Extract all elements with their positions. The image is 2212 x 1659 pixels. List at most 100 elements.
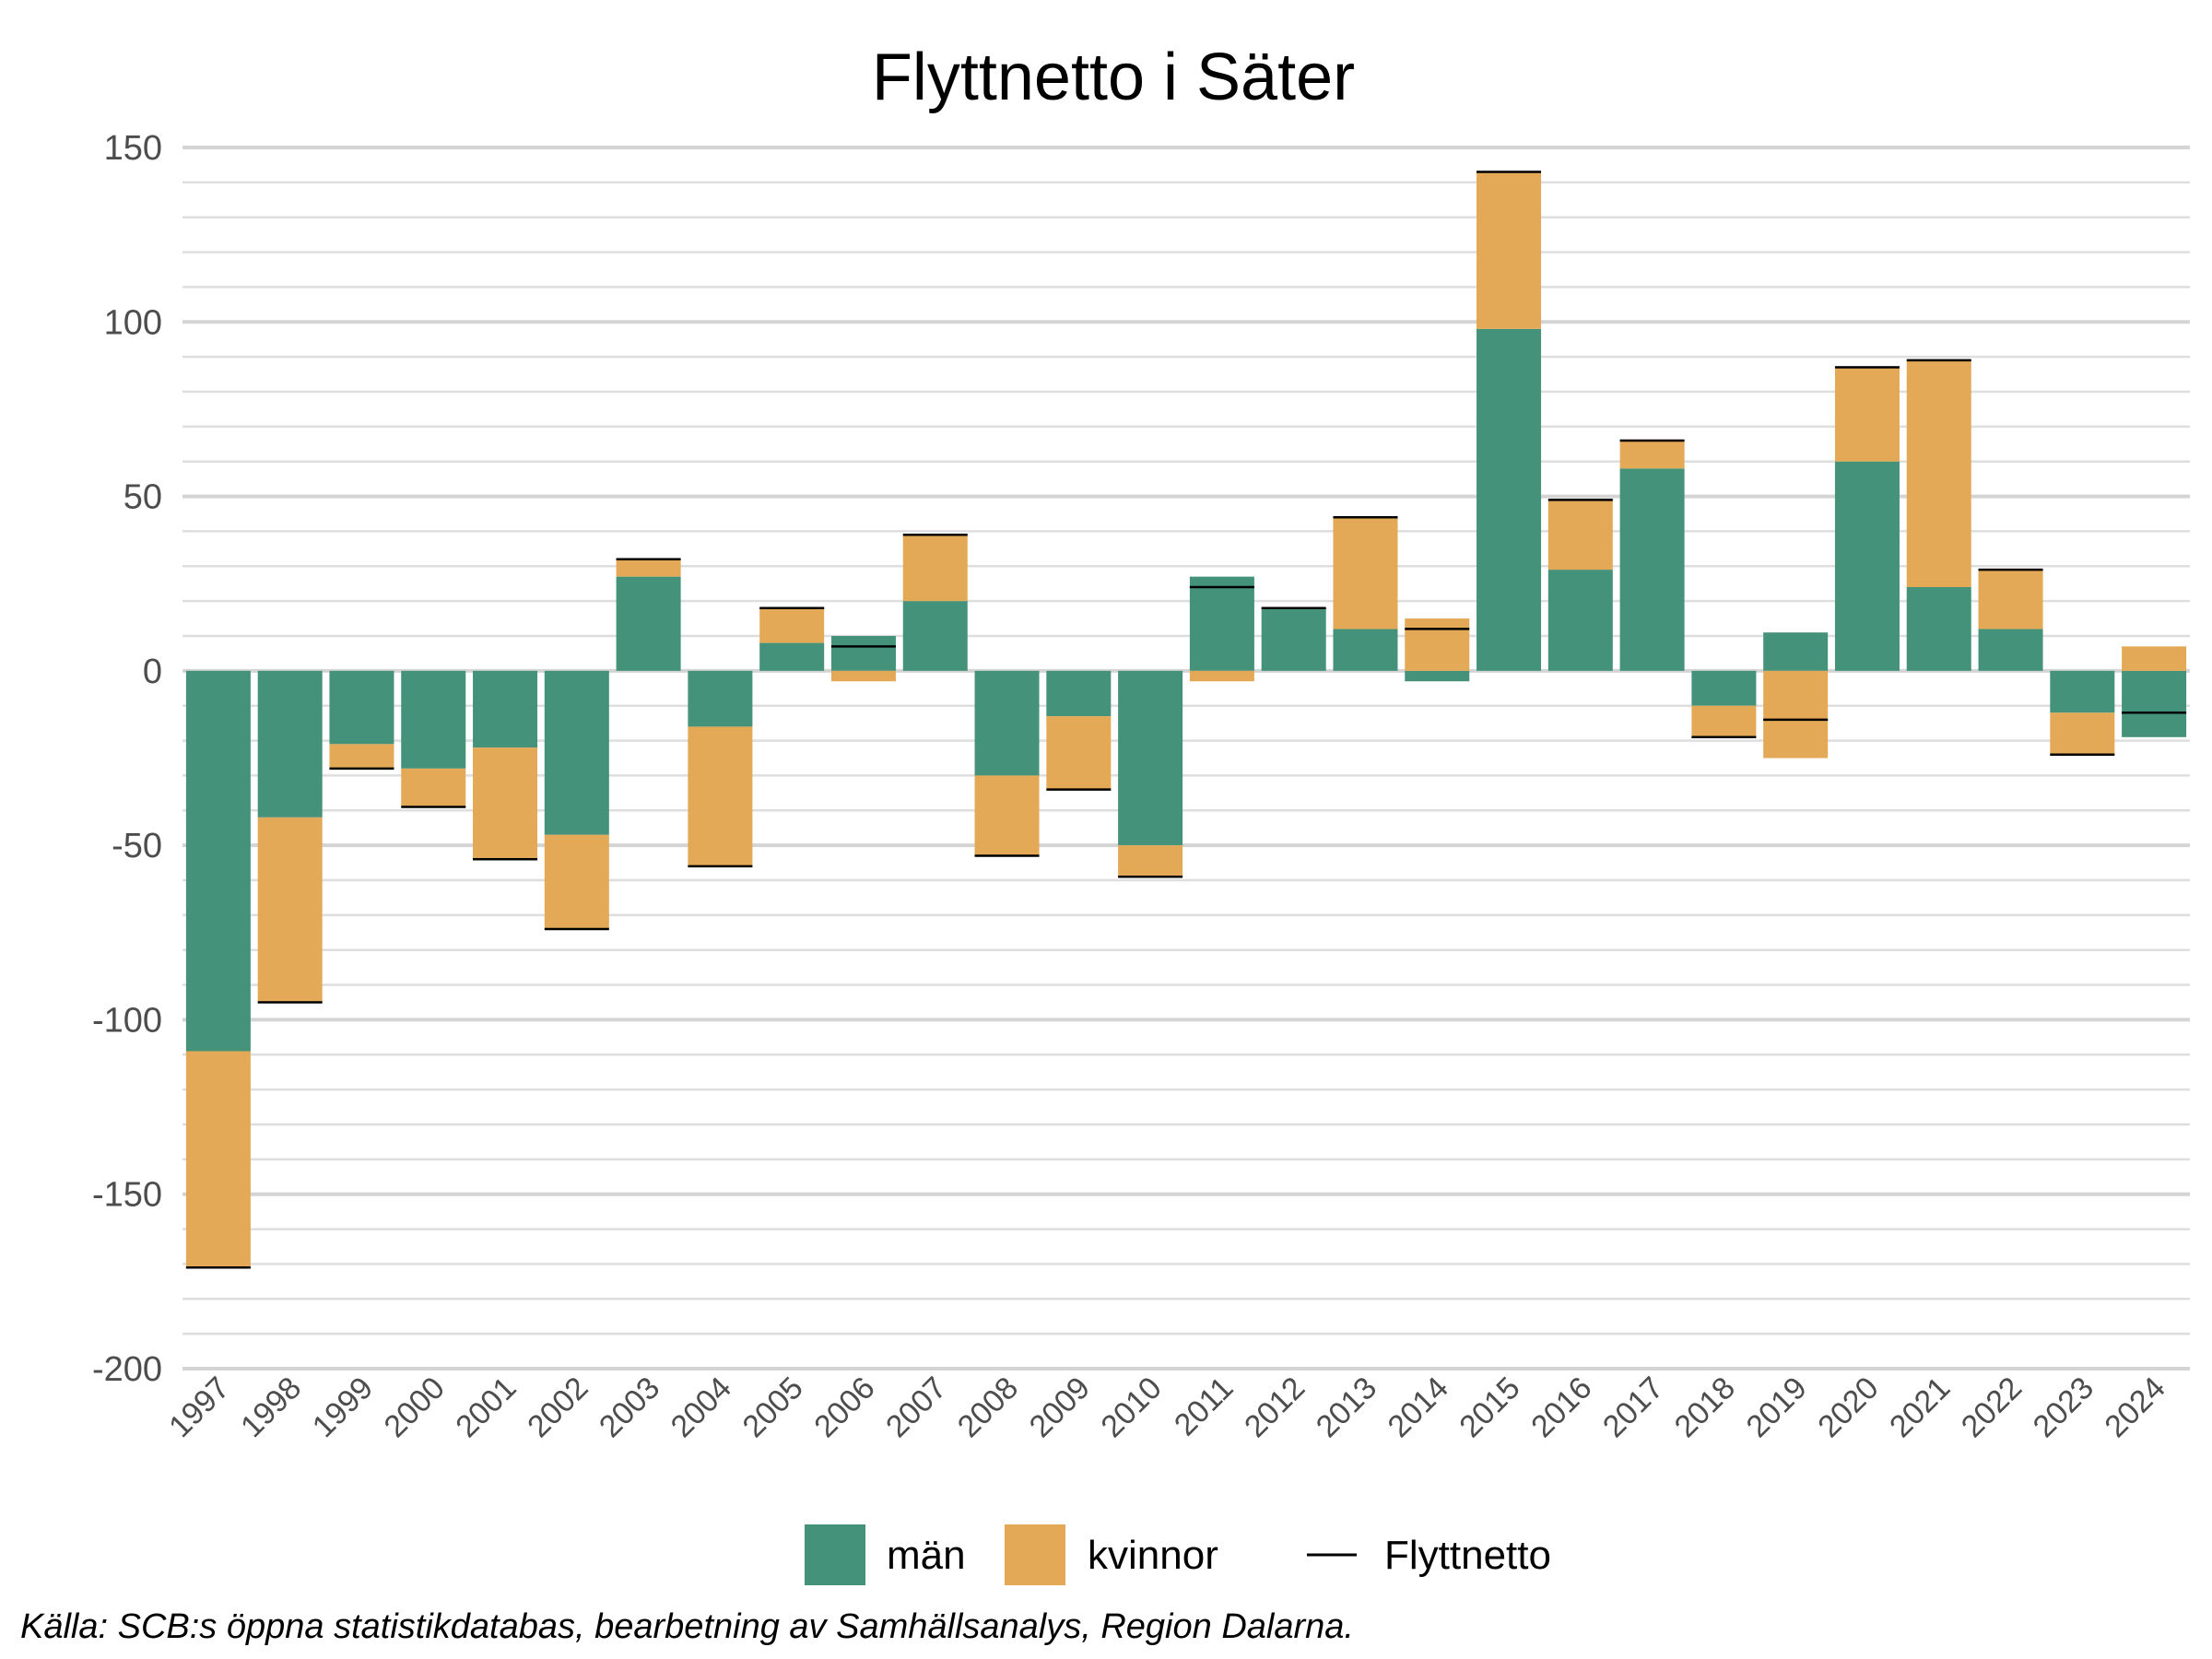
x-tick-label: 2001 — [449, 1371, 523, 1444]
legend-label-flyttnetto: Flyttnetto — [1384, 1533, 1551, 1578]
bar-kvinnor-2002 — [544, 834, 609, 929]
bar-man-2015 — [1477, 328, 1542, 671]
bar-man-2014 — [1405, 670, 1470, 682]
bar-man-2008 — [974, 670, 1040, 776]
bar-kvinnor-2014 — [1405, 618, 1470, 671]
bar-man-1999 — [329, 670, 394, 745]
y-tick-label: 0 — [143, 653, 162, 691]
y-axis-ticks: 150 100 50 0 -50 -100 -150 -200 — [92, 129, 162, 1389]
bar-man-2010 — [1118, 670, 1183, 846]
x-tick-label: 2003 — [593, 1371, 666, 1444]
bar-man-2020 — [1834, 461, 1900, 671]
bar-man-2003 — [616, 576, 681, 671]
bar-kvinnor-2024 — [2122, 646, 2187, 671]
chart-title: Flyttnetto i Säter — [872, 41, 1355, 114]
bar-man-2000 — [401, 670, 466, 769]
bar-man-2023 — [2050, 670, 2115, 713]
bar-man-2013 — [1333, 629, 1398, 671]
x-tick-label: 1998 — [234, 1371, 308, 1444]
bar-kvinnor-2019 — [1763, 670, 1829, 759]
bar-kvinnor-2005 — [759, 607, 825, 643]
bar-man-2004 — [688, 670, 753, 727]
x-tick-label: 1997 — [162, 1371, 236, 1444]
x-tick-label: 2009 — [1023, 1371, 1097, 1444]
x-tick-label: 2021 — [1883, 1371, 1957, 1444]
x-tick-label: 2008 — [951, 1371, 1025, 1444]
bar-man-2017 — [1619, 468, 1685, 671]
bar-kvinnor-2009 — [1046, 716, 1112, 790]
bar-man-2012 — [1261, 607, 1326, 671]
bar-man-2016 — [1547, 570, 1613, 671]
bar-man-2002 — [544, 670, 609, 835]
bar-kvinnor-1999 — [329, 744, 394, 769]
bar-man-2019 — [1763, 632, 1829, 671]
x-tick-label: 2020 — [1811, 1371, 1885, 1444]
legend-swatch-man — [805, 1524, 865, 1585]
bar-kvinnor-2015 — [1477, 171, 1542, 329]
y-tick-label: -100 — [92, 1001, 162, 1040]
bar-man-2021 — [1906, 587, 1971, 671]
bar-man-2001 — [473, 670, 538, 748]
bar-kvinnor-2023 — [2050, 712, 2115, 755]
legend-swatch-kvinnor — [1005, 1524, 1065, 1585]
x-tick-label: 2022 — [1955, 1371, 2029, 1444]
bar-man-1998 — [257, 670, 323, 818]
bar-man-1997 — [185, 670, 251, 1052]
bar-kvinnor-2018 — [1691, 705, 1757, 737]
bar-man-2005 — [759, 642, 825, 671]
bars-group — [185, 171, 2187, 1268]
x-tick-label: 2023 — [2027, 1371, 2100, 1444]
legend-label-kvinnor: kvinnor — [1088, 1533, 1218, 1578]
bar-man-2007 — [902, 601, 968, 671]
x-tick-label: 1999 — [306, 1371, 380, 1444]
x-axis-ticks: 1997199819992000200120022003200420052006… — [162, 1371, 2172, 1444]
net-lines-group — [185, 171, 2187, 1269]
legend-label-man: män — [887, 1533, 966, 1578]
x-tick-label: 2024 — [2098, 1371, 2171, 1444]
x-tick-label: 2007 — [879, 1371, 953, 1444]
bar-kvinnor-2011 — [1189, 670, 1254, 682]
x-tick-label: 2004 — [665, 1371, 738, 1444]
bar-kvinnor-1997 — [185, 1051, 251, 1268]
bar-kvinnor-2022 — [1978, 570, 2043, 629]
bar-man-2024 — [2122, 670, 2187, 737]
x-tick-label: 2014 — [1382, 1371, 1455, 1444]
bar-man-2022 — [1978, 629, 2043, 671]
x-tick-label: 2019 — [1739, 1371, 1813, 1444]
bar-man-2009 — [1046, 670, 1112, 717]
bar-kvinnor-2016 — [1547, 500, 1613, 571]
x-tick-label: 2018 — [1668, 1371, 1742, 1444]
x-tick-label: 2000 — [378, 1371, 452, 1444]
bar-kvinnor-2017 — [1619, 441, 1685, 469]
bar-kvinnor-2004 — [688, 726, 753, 866]
bar-kvinnor-2021 — [1906, 359, 1971, 587]
x-tick-label: 2006 — [807, 1371, 881, 1444]
x-tick-label: 2013 — [1310, 1371, 1383, 1444]
bar-man-2006 — [830, 636, 896, 671]
bar-kvinnor-2007 — [902, 535, 968, 602]
y-tick-label: 150 — [104, 129, 162, 168]
bar-man-2018 — [1691, 670, 1757, 706]
bar-kvinnor-2020 — [1834, 367, 1900, 462]
x-tick-label: 2002 — [521, 1371, 594, 1444]
x-tick-label: 2015 — [1453, 1371, 1526, 1444]
y-tick-label: -50 — [112, 827, 162, 865]
y-tick-label: -150 — [92, 1176, 162, 1215]
source-caption: Källa: SCB:s öppna statistikdatabas, bea… — [20, 1607, 1354, 1646]
x-tick-label: 2017 — [1596, 1371, 1670, 1444]
bar-kvinnor-2001 — [473, 747, 538, 860]
x-tick-label: 2011 — [1168, 1371, 1241, 1443]
bar-kvinnor-2003 — [616, 559, 681, 577]
bar-kvinnor-2000 — [401, 768, 466, 807]
bar-kvinnor-2006 — [830, 670, 896, 682]
y-tick-label: 50 — [124, 478, 162, 517]
y-tick-label: 100 — [104, 303, 162, 342]
legend: män kvinnor Flyttnetto — [805, 1524, 1551, 1585]
bar-kvinnor-1998 — [257, 817, 323, 1003]
bar-kvinnor-2010 — [1118, 845, 1183, 877]
x-tick-label: 2012 — [1238, 1371, 1312, 1444]
y-tick-label: -200 — [92, 1350, 162, 1389]
bar-kvinnor-2008 — [974, 775, 1040, 856]
x-tick-label: 2010 — [1094, 1371, 1168, 1444]
